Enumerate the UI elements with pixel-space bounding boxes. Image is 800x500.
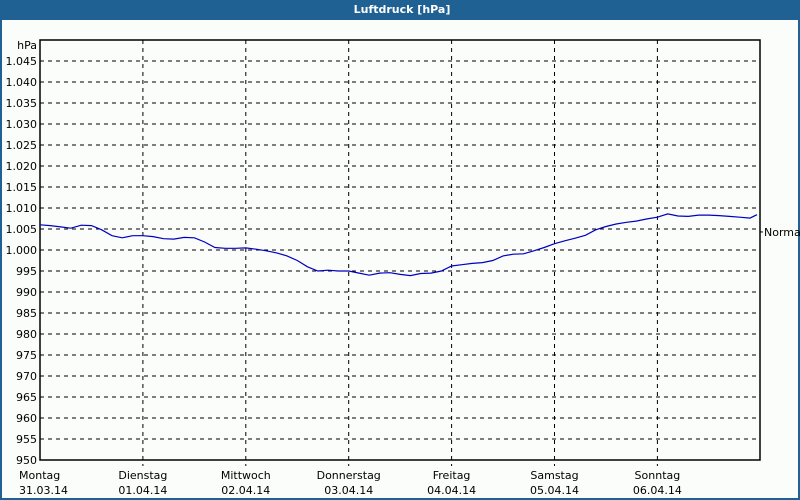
x-tick-day: Dienstag (118, 469, 167, 482)
y-tick-label: 970 (16, 370, 37, 383)
x-tick-date: 01.04.14 (118, 484, 167, 497)
y-tick-label: 1.000 (6, 244, 38, 257)
y-tick-label: 1.010 (6, 202, 38, 215)
y-tick-label: 1.035 (6, 97, 38, 110)
y-tick-label: 1.025 (6, 139, 38, 152)
y-axis: 950 955 960 965 970 975 980 985 990 995 1.000 1.005… (6, 39, 38, 467)
x-tick-day: Donnerstag (317, 469, 381, 482)
y-tick-label: 1.020 (6, 160, 38, 173)
normal-reference: Normal (760, 226, 800, 239)
y-tick-label: 1.030 (6, 118, 38, 131)
plot-frame (39, 39, 761, 461)
x-tick-date: 04.04.14 (427, 484, 476, 497)
x-tick-date: 06.04.14 (633, 484, 682, 497)
x-tick-day: Mittwoch (221, 469, 271, 482)
y-tick-label: 965 (16, 391, 37, 404)
x-axis: Montag 31.03.14 Dienstag 01.04.14 Mittwoch 02… (19, 469, 682, 497)
x-tick-day: Freitag (433, 469, 471, 482)
x-tick-date: 05.04.14 (530, 484, 579, 497)
x-tick-day: Samstag (530, 469, 578, 482)
x-tick-day: Sonntag (635, 469, 681, 482)
x-tick-day: Montag (19, 469, 60, 482)
x-tick-date: 02.04.14 (221, 484, 270, 497)
y-tick-label: 1.005 (6, 223, 38, 236)
pressure-line (39, 213, 758, 277)
y-tick-label: 1.045 (6, 55, 38, 68)
grid-lines (40, 40, 760, 466)
y-tick-label: 985 (16, 307, 37, 320)
y-tick-label: 990 (16, 286, 37, 299)
y-tick-label: 955 (16, 433, 37, 446)
y-tick-label: 1.015 (6, 181, 38, 194)
y-tick-label: 975 (16, 349, 37, 362)
normal-label: Normal (764, 226, 800, 239)
y-tick-label: 950 (16, 454, 37, 467)
x-tick-date: 31.03.14 (19, 484, 68, 497)
x-tick-date: 03.04.14 (324, 484, 373, 497)
y-tick-label: 995 (16, 265, 37, 278)
y-tick-label: 980 (16, 328, 37, 341)
window-title: Luftdruck [hPa] (2, 0, 800, 20)
y-tick-label: 1.040 (6, 76, 38, 89)
y-axis-unit: hPa (17, 39, 37, 52)
y-tick-label: 960 (16, 412, 37, 425)
